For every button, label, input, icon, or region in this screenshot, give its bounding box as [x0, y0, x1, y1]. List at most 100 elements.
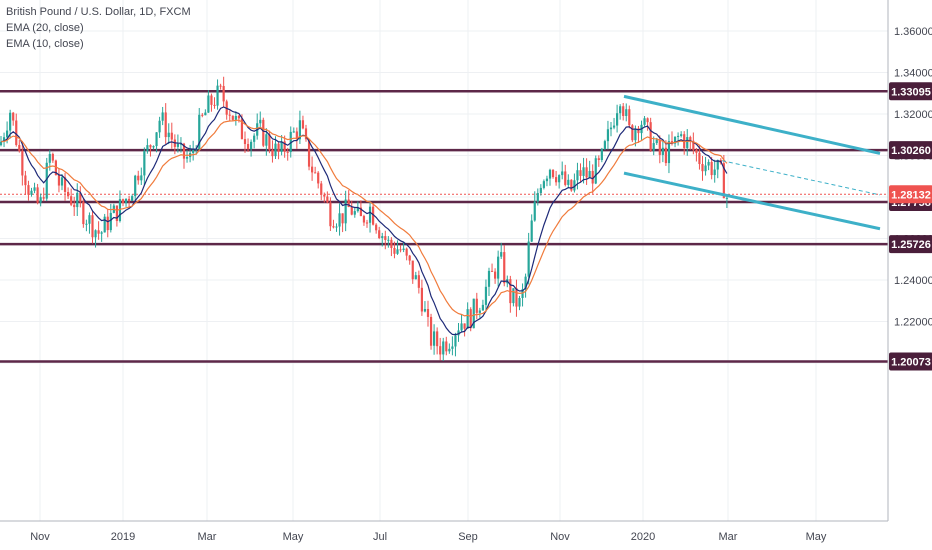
candle-body	[420, 287, 423, 312]
time-tick-label: Nov	[30, 531, 50, 543]
candle-body	[36, 187, 39, 203]
candle-body	[170, 132, 173, 140]
candle-body	[616, 113, 619, 126]
candle-body	[54, 160, 57, 176]
candle-body	[201, 114, 204, 116]
level-badge-label: 1.30260	[891, 145, 931, 157]
candle-body	[588, 170, 591, 178]
candle-body	[609, 127, 613, 130]
candle-body	[414, 275, 417, 280]
candle-body	[222, 86, 225, 102]
candle-body	[317, 172, 320, 184]
candle-body	[131, 196, 134, 201]
candle-body	[487, 270, 491, 287]
candle-body	[307, 139, 311, 167]
candle-body	[91, 215, 94, 238]
candle-body	[478, 310, 481, 313]
candle-body	[161, 112, 164, 121]
candle-body	[500, 252, 503, 257]
candle-body	[539, 187, 542, 194]
candle-body	[182, 143, 186, 159]
candle-body	[265, 134, 268, 146]
candle-body	[396, 249, 399, 254]
candle-body	[143, 150, 146, 176]
horizontal-levels[interactable]	[0, 90, 888, 363]
candle-body	[365, 222, 369, 224]
ema-20-label: EMA (20, close)	[6, 22, 84, 34]
candle-body	[320, 183, 323, 195]
candle-body	[298, 120, 301, 140]
candle-body	[725, 197, 728, 199]
candle-body	[228, 114, 231, 116]
candle-body	[445, 341, 448, 352]
candle-body	[243, 139, 247, 145]
candle-body	[481, 304, 484, 311]
candle-body	[704, 165, 707, 172]
candle-body	[442, 341, 445, 355]
candle-body	[622, 106, 625, 116]
candle-body	[94, 230, 97, 238]
level-badge	[889, 141, 932, 160]
candle-body	[698, 152, 701, 165]
candle-body	[375, 224, 378, 231]
candle-body	[585, 167, 588, 178]
candle-body	[250, 141, 253, 150]
candle-body	[350, 206, 353, 215]
candle-body	[15, 120, 18, 145]
candle-body	[387, 239, 390, 241]
candle-body	[246, 144, 250, 150]
candle-body	[311, 166, 314, 173]
candle-body	[0, 141, 3, 146]
candle-body	[490, 270, 494, 272]
candle-body	[283, 141, 286, 152]
candle-body	[45, 162, 48, 199]
candle-body	[661, 147, 664, 155]
candle-body	[545, 178, 549, 182]
candle-body	[448, 348, 451, 352]
candle-body	[429, 316, 433, 346]
candle-body	[155, 132, 158, 147]
candle-body	[301, 120, 305, 129]
candle-body	[701, 164, 704, 172]
ema-lines	[0, 106, 728, 336]
candle-body	[21, 150, 24, 176]
candle-body	[378, 230, 381, 239]
candle-body	[33, 187, 36, 191]
time-tick-label: Mar	[719, 531, 738, 543]
candle-body	[323, 194, 326, 197]
candle-body	[680, 134, 683, 136]
candle-body	[472, 298, 475, 329]
candle-body	[295, 131, 298, 140]
candle-body	[457, 330, 460, 336]
candle-body	[176, 143, 179, 147]
candle-body	[27, 185, 30, 195]
candle-body	[649, 122, 652, 151]
candle-body	[262, 119, 265, 146]
candle-body	[521, 289, 524, 299]
candle-body	[454, 335, 457, 347]
price-tick-label: 1.34000	[894, 68, 932, 80]
candle-body	[207, 95, 210, 113]
candle-body	[240, 118, 244, 140]
candle-body	[463, 323, 466, 329]
candle-body	[60, 177, 64, 186]
level-badge	[889, 352, 932, 371]
candle-body	[198, 114, 201, 149]
candle-body	[631, 125, 634, 141]
candle-body	[9, 112, 12, 131]
candle-body	[237, 115, 240, 119]
candle-body	[628, 109, 631, 126]
candle-body	[289, 131, 292, 153]
candle-body	[466, 309, 469, 329]
candle-body	[643, 118, 646, 125]
candle-body	[497, 256, 500, 279]
candle-body	[329, 202, 332, 227]
candle-body	[451, 346, 454, 349]
trend-channel[interactable]	[623, 94, 881, 231]
level-badge	[889, 235, 932, 254]
candle-body	[670, 141, 674, 144]
candle-body	[326, 196, 329, 203]
candle-body	[579, 170, 582, 176]
candle-body	[695, 149, 698, 153]
